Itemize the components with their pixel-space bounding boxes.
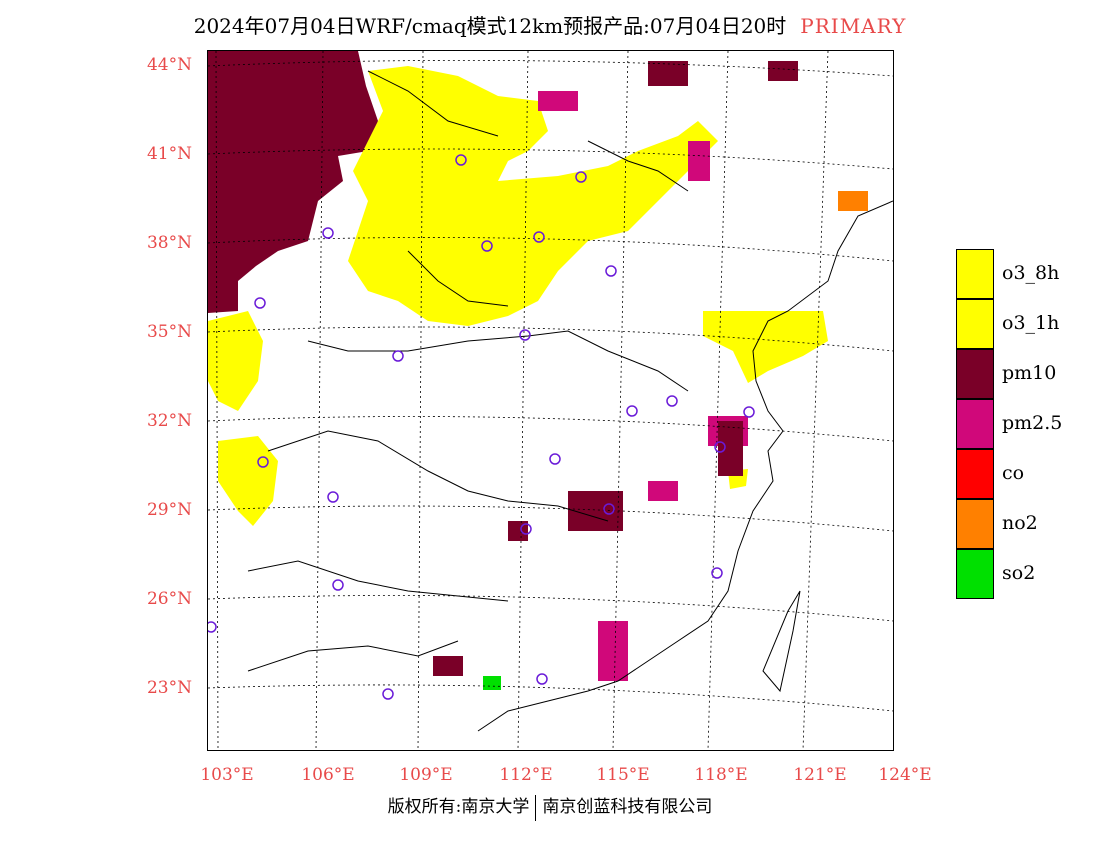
- lat-label-32: 32°N: [146, 411, 192, 431]
- pm10-region-northwest: [208, 51, 378, 311]
- city-marker: [603, 503, 615, 515]
- city-marker: [332, 579, 344, 591]
- o3-region-west: [208, 311, 263, 411]
- o3-region-east: [703, 311, 828, 383]
- city-marker: [626, 405, 638, 417]
- legend-label: co: [1002, 462, 1025, 484]
- legend-swatch: [956, 499, 994, 549]
- pm10-patch-4: [648, 61, 688, 86]
- lon-label-118: 118°E: [694, 765, 748, 785]
- footer-credits: 版权所有:南京大学 南京创蓝科技有限公司: [0, 792, 1100, 821]
- no2-patch: [838, 191, 868, 211]
- legend-label: o3_8h: [1002, 262, 1060, 284]
- city-marker: [666, 395, 678, 407]
- legend-swatch: [956, 399, 994, 449]
- lat-label-44: 44°N: [146, 55, 192, 75]
- o3-region-sichuan: [218, 436, 278, 526]
- city-marker: [208, 621, 217, 633]
- lon-label-112: 112°E: [499, 765, 553, 785]
- lat-label-35: 35°N: [146, 322, 192, 342]
- legend-swatch: [956, 449, 994, 499]
- city-marker: [382, 688, 394, 700]
- lon-label-124: 124°E: [878, 765, 932, 785]
- city-marker: [743, 406, 755, 418]
- pm10-patch-5: [508, 521, 528, 541]
- legend-label: no2: [1002, 512, 1038, 534]
- so2-patch: [483, 676, 501, 690]
- legend-swatch: [956, 549, 994, 599]
- city-marker: [257, 456, 269, 468]
- legend-swatch: [956, 349, 994, 399]
- lon-label-121: 121°E: [793, 765, 847, 785]
- city-marker: [322, 227, 334, 239]
- pm25-patch-hebei: [688, 141, 710, 181]
- city-marker: [455, 154, 467, 166]
- graticule: [208, 51, 893, 750]
- city-marker: [714, 441, 726, 453]
- city-marker: [536, 673, 548, 685]
- city-marker: [327, 491, 339, 503]
- lon-label-115: 115°E: [596, 765, 650, 785]
- legend-label: pm2.5: [1002, 412, 1063, 434]
- map-canvas: [208, 51, 893, 750]
- city-marker: [392, 350, 404, 362]
- lon-label-103: 103°E: [200, 765, 254, 785]
- city-marker: [575, 171, 587, 183]
- city-marker: [605, 265, 617, 277]
- city-marker: [549, 453, 561, 465]
- copyright-text: 版权所有:南京大学: [387, 797, 530, 817]
- lon-label-109: 109°E: [399, 765, 453, 785]
- lat-label-29: 29°N: [146, 500, 192, 520]
- legend-label: so2: [1002, 562, 1036, 584]
- city-marker: [519, 329, 531, 341]
- company-text: 南京创蓝科技有限公司: [542, 797, 713, 817]
- pm10-patch-3: [433, 656, 463, 676]
- city-marker: [711, 567, 723, 579]
- lat-label-26: 26°N: [146, 589, 192, 609]
- boundaries: [247, 70, 893, 732]
- pm25-patch-north: [538, 91, 578, 111]
- title-text: 2024年07月04日WRF/cmaq模式12km预报产品:07月04日20时: [193, 14, 787, 38]
- o3-region-north: [348, 66, 718, 326]
- forecast-map: [207, 50, 894, 751]
- lat-label-38: 38°N: [146, 233, 192, 253]
- legend-label: pm10: [1002, 362, 1057, 384]
- chart-title: 2024年07月04日WRF/cmaq模式12km预报产品:07月04日20时 P…: [0, 10, 1100, 39]
- pm10-patch-6: [768, 61, 798, 81]
- pm10-patch-2: [718, 421, 743, 476]
- pm10-region-west: [208, 279, 238, 313]
- lat-label-41: 41°N: [146, 144, 192, 164]
- city-marker: [254, 297, 266, 309]
- primary-tag: PRIMARY: [800, 14, 907, 38]
- legend-swatch: [956, 299, 994, 349]
- pm25-patch-jiangxi: [648, 481, 678, 501]
- city-marker: [520, 523, 532, 535]
- legend-swatch: [956, 249, 994, 299]
- lon-label-106: 106°E: [301, 765, 355, 785]
- footer-divider: [535, 794, 537, 821]
- lat-label-23: 23°N: [146, 678, 192, 698]
- city-marker: [481, 240, 493, 252]
- city-markers: [208, 154, 755, 700]
- city-marker: [533, 231, 545, 243]
- legend-label: o3_1h: [1002, 312, 1060, 334]
- pm25-patch-guangdong: [598, 621, 628, 681]
